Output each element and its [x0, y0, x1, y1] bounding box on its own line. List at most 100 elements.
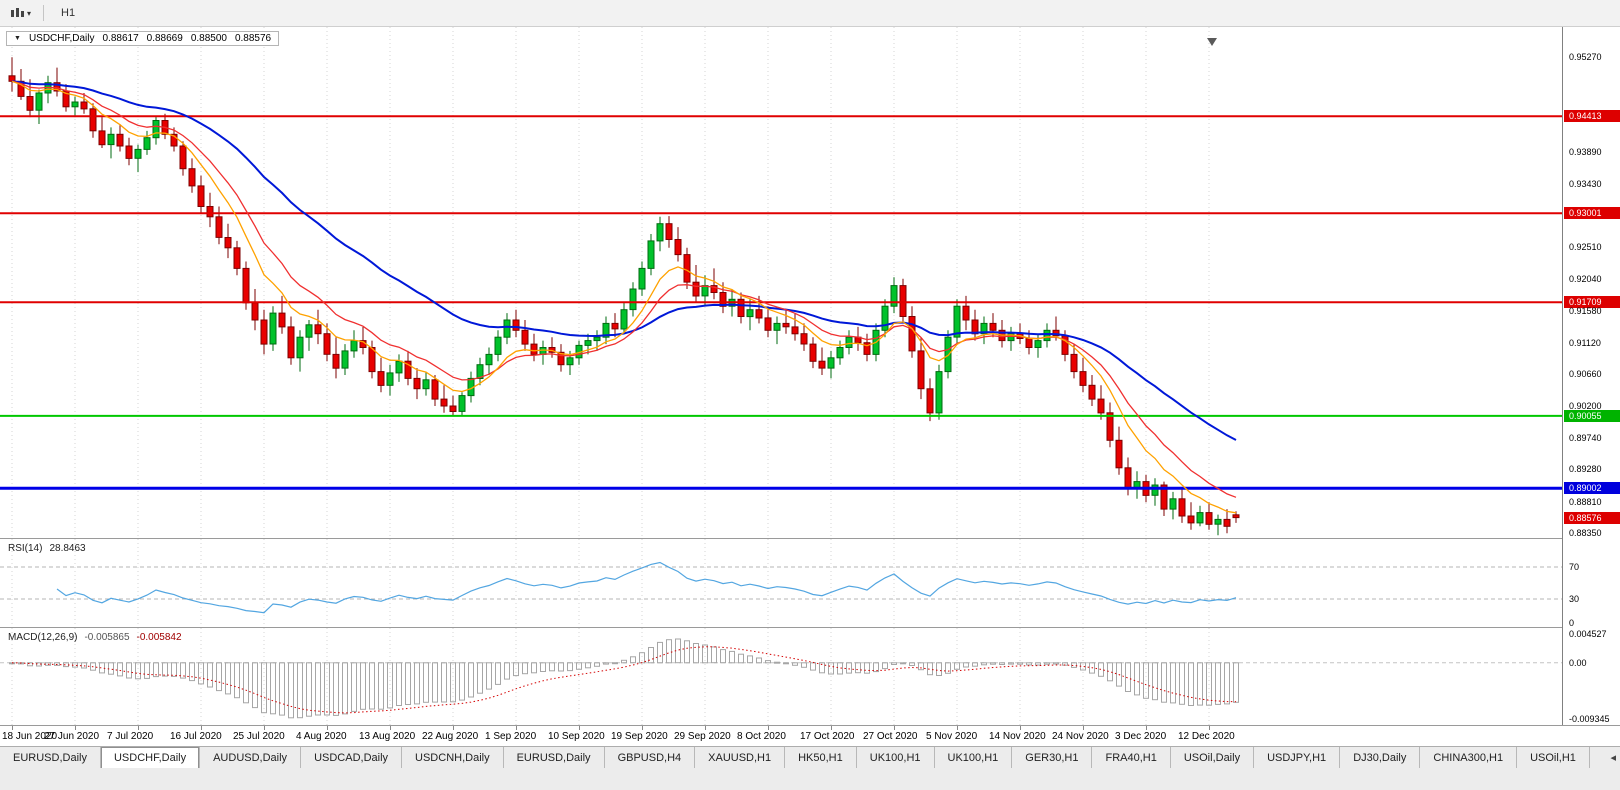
tab-usoil-daily[interactable]: USOil,Daily: [1170, 747, 1255, 768]
date-label: 22 Aug 2020: [422, 731, 479, 742]
tab-gbpusd-h4[interactable]: GBPUSD,H4: [604, 747, 696, 768]
time-axis-tick: [327, 726, 328, 730]
time-axis-tick: [516, 726, 517, 730]
chart-collapse-caret-icon: ▼: [14, 35, 21, 42]
time-axis-tick: [1083, 726, 1084, 730]
tab-usdcad-daily[interactable]: USDCAD,Daily: [301, 747, 403, 768]
chart-tabs: EURUSD,Daily USDCHF,Daily AUDUSD,Daily USDC…: [0, 747, 1620, 768]
macd-scale-label: 0.004527: [1569, 629, 1607, 639]
timeframe-h1[interactable]: H1: [61, 7, 76, 19]
time-axis-tick: [12, 726, 13, 730]
current-price-badge: 0.88576: [1564, 512, 1620, 524]
tab-usoil-h1[interactable]: USOil,H1: [1517, 747, 1590, 768]
tab-hk50-h1[interactable]: HK50,H1: [785, 747, 857, 768]
time-axis-tick: [1020, 726, 1021, 730]
time-axis-tick: [642, 726, 643, 730]
price-scale-label: 0.89280: [1569, 464, 1602, 474]
date-label: 13 Aug 2020: [359, 731, 416, 742]
time-axis-tick: [705, 726, 706, 730]
rsi-indicator-canvas[interactable]: [0, 539, 1562, 627]
toolbar: ▾ M1M5M15M30H1H4D1W1MN: [0, 0, 1620, 99]
panel-separator: [0, 725, 1620, 726]
tab-usdjpy-h1[interactable]: USDJPY,H1: [1254, 747, 1341, 768]
tab-china300-h1[interactable]: CHINA300,H1: [1420, 747, 1518, 768]
price-scale-label: 0.91580: [1569, 306, 1602, 316]
date-label: 10 Sep 2020: [548, 731, 605, 742]
tab-xauusd-h1[interactable]: XAUUSD,H1: [695, 747, 786, 768]
price-level-badge: 0.93001: [1564, 207, 1620, 219]
panel-separator[interactable]: [0, 627, 1620, 628]
time-axis-tick: [201, 726, 202, 730]
price-scale-label: 0.88810: [1569, 497, 1602, 507]
rsi-scale-label: 0: [1569, 618, 1575, 628]
price-scale-label: 0.89740: [1569, 433, 1602, 443]
time-axis-tick: [453, 726, 454, 730]
date-label: 18 Jun 2020: [2, 731, 58, 742]
chart-type-caret-icon: ▾: [27, 8, 32, 18]
chart-type-button[interactable]: ▾: [6, 5, 35, 21]
time-axis-tick: [957, 726, 958, 730]
tab-fra40-h1[interactable]: FRA40,H1: [1092, 747, 1171, 768]
price-scale-label: 0.91120: [1569, 338, 1601, 348]
date-label: 12 Dec 2020: [1178, 731, 1235, 742]
toolbar-separator: [43, 5, 45, 21]
macd-indicator-canvas[interactable]: [0, 628, 1562, 725]
date-label: 14 Nov 2020: [989, 731, 1046, 742]
macd-scale-label: -0.009345: [1569, 714, 1610, 724]
time-axis-tick: [894, 726, 895, 730]
tab-audusd-daily[interactable]: AUDUSD,Daily: [200, 747, 302, 768]
price-level-badge: 0.91709: [1564, 296, 1620, 308]
price-scale[interactable]: 0.95270 0.94413 0.93890 0.93430 0.93001 0.925…: [1562, 27, 1620, 725]
panel-separator[interactable]: [0, 538, 1620, 539]
tab-ger30-h1[interactable]: GER30,H1: [1012, 747, 1093, 768]
tab-scroll-left-icon[interactable]: ◂: [1610, 752, 1616, 764]
rsi-value: 28.8463: [49, 543, 86, 554]
price-scale-label: 0.93890: [1569, 147, 1602, 157]
price-scale-label: 0.93430: [1569, 179, 1602, 189]
arrow-down-marker: [1207, 38, 1217, 46]
tab-eurusd-daily[interactable]: EURUSD,Daily: [503, 747, 605, 768]
tab-uk100-h1[interactable]: UK100,H1: [934, 747, 1013, 768]
candlestick-chart-icon: [11, 8, 24, 17]
tab-eurusd-daily[interactable]: EURUSD,Daily: [0, 747, 101, 768]
rsi-label: RSI(14) 28.8463: [8, 543, 86, 554]
macd-label: MACD(12,26,9) -0.005865 -0.005842: [8, 632, 182, 643]
date-label: 27 Oct 2020: [863, 731, 918, 742]
tab-uk100-h1[interactable]: UK100,H1: [856, 747, 935, 768]
time-axis-tick: [75, 726, 76, 730]
tab-dj30-daily[interactable]: DJ30,Daily: [1340, 747, 1421, 768]
price-level-badge: 0.89002: [1564, 482, 1620, 494]
price-level-badge: 0.90055: [1564, 410, 1620, 422]
ohlc-high: 0.88669: [146, 33, 183, 44]
price-scale-label: 0.92040: [1569, 274, 1602, 284]
time-axis-tick: [1209, 726, 1210, 730]
price-level-badge: 0.94413: [1564, 110, 1620, 122]
date-label: 8 Oct 2020: [737, 731, 786, 742]
macd-main-value: -0.005865: [84, 632, 130, 643]
macd-scale-label: 0.00: [1569, 658, 1587, 668]
chart-title-box[interactable]: ▼ USDCHF,Daily 0.88617 0.88669 0.88500 0…: [6, 31, 280, 46]
time-axis-tick: [579, 726, 580, 730]
tab-usdcnh-daily[interactable]: USDCNH,Daily: [402, 747, 504, 768]
time-axis-tick: [138, 726, 139, 730]
price-scale-label: 0.88350: [1569, 528, 1602, 538]
time-axis-tick: [1146, 726, 1147, 730]
date-label: 24 Nov 2020: [1052, 731, 1109, 742]
date-label: 16 Jul 2020: [170, 731, 222, 742]
ohlc-open: 0.88617: [102, 33, 139, 44]
date-label: 27 Jun 2020: [44, 731, 100, 742]
price-scale-label: 0.90200: [1569, 401, 1602, 411]
date-label: 1 Sep 2020: [485, 731, 537, 742]
price-scale-label: 0.90660: [1569, 369, 1602, 379]
tab-usdchf-daily[interactable]: USDCHF,Daily: [100, 747, 201, 768]
date-label: 29 Sep 2020: [674, 731, 731, 742]
chart-tabs-bar: EURUSD,Daily USDCHF,Daily AUDUSD,Daily USDC…: [0, 746, 1620, 790]
macd-name: MACD(12,26,9): [8, 632, 78, 643]
price-chart-canvas[interactable]: [0, 27, 1562, 538]
time-axis-tick: [768, 726, 769, 730]
time-axis[interactable]: 18 Jun 2020 27 Jun 2020 7 Jul 2020 16 Jul 2…: [0, 726, 1620, 746]
price-scale-label: 0.95270: [1569, 52, 1602, 62]
date-label: 25 Jul 2020: [233, 731, 285, 742]
rsi-scale-label: 70: [1569, 562, 1580, 572]
macd-signal-value: -0.005842: [136, 632, 182, 643]
